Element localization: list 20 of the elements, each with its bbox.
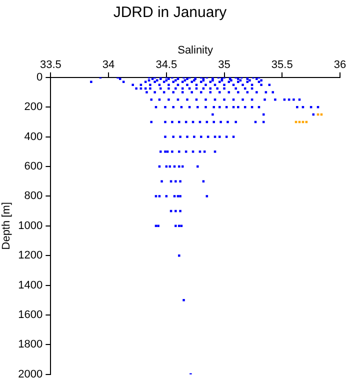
- y-tick-label: 600: [24, 160, 43, 173]
- chart-title: JDRD in January: [113, 4, 228, 22]
- x-tick-label: 33.5: [40, 58, 62, 71]
- x-tick-label: 35.5: [271, 58, 293, 71]
- y-tick-label: 1000: [18, 220, 43, 232]
- y-tick-label: 1400: [18, 279, 43, 292]
- y-tick-label: 1200: [18, 250, 43, 262]
- x-tick-label: 34.5: [156, 58, 178, 71]
- x-tick-label: 36: [334, 58, 346, 71]
- x-tick-label: 34: [102, 58, 115, 71]
- y-tick-label: 1800: [18, 338, 43, 351]
- y-tick-label: 0: [36, 71, 43, 84]
- x-tick-label: 35: [218, 58, 230, 71]
- y-tick-label: 800: [24, 190, 43, 202]
- y-axis-title: Depth [m]: [0, 202, 13, 250]
- y-tick-label: 2000: [18, 368, 43, 380]
- y-tick-label: 200: [24, 101, 43, 114]
- y-tick-label: 400: [24, 130, 43, 143]
- x-axis-title: Salinity: [178, 44, 214, 57]
- y-tick-label: 1600: [18, 309, 43, 322]
